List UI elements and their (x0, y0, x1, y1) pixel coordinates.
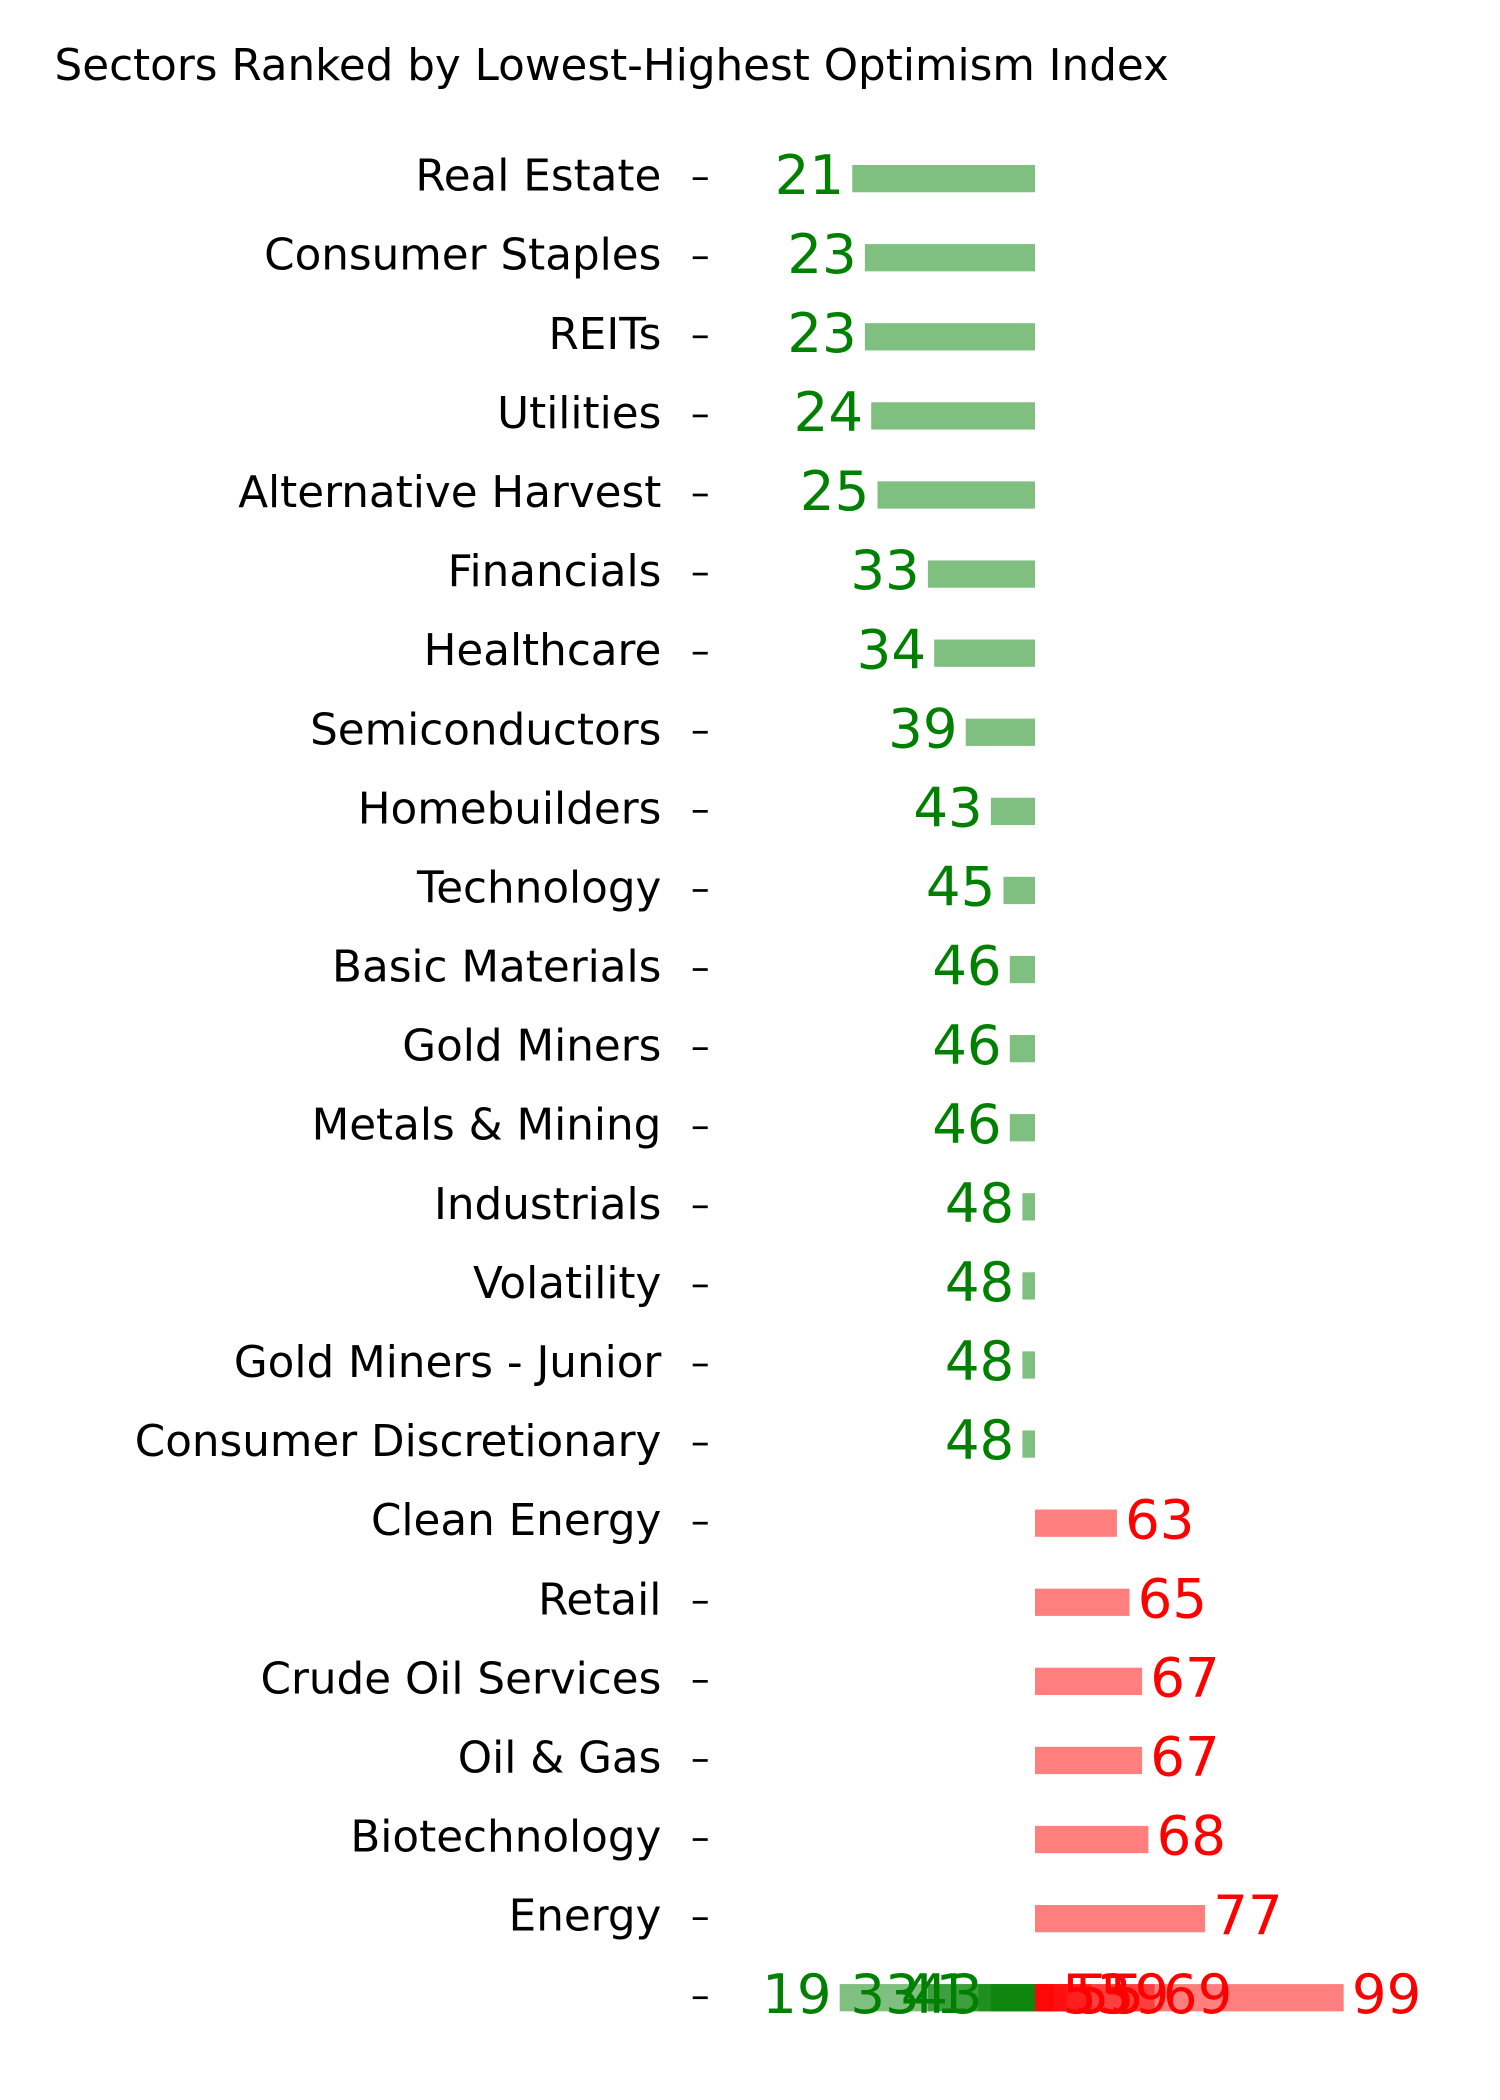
y-tick-label: Gold Miners - Junior (234, 1338, 662, 1388)
bar (990, 797, 1035, 825)
value-label: 46 (932, 934, 1001, 998)
y-tick-label: Metals & Mining (312, 1101, 662, 1151)
y-tick-label: Technology (416, 863, 661, 913)
bar (1035, 1667, 1143, 1695)
value-label: 34 (857, 617, 926, 681)
y-tick-label: Retail (538, 1575, 661, 1625)
value-label: 48 (945, 1408, 1014, 1472)
y-tick-label: Real Estate (415, 152, 661, 202)
bar (1009, 1035, 1035, 1063)
bar (1035, 1984, 1344, 2012)
value-label: 46 (932, 1092, 1001, 1156)
bar (927, 560, 1035, 588)
value-label: 33 (850, 538, 919, 602)
value-label: 68 (1157, 1804, 1226, 1868)
value-label: 48 (945, 1250, 1014, 1314)
value-label: 77 (1213, 1883, 1282, 1947)
y-tick-label: Basic Materials (332, 943, 661, 993)
bar (1022, 1430, 1035, 1458)
bar (1035, 1588, 1130, 1616)
y-tick-label: Semiconductors (310, 705, 661, 755)
y-tick-label: Consumer Staples (264, 231, 661, 281)
bar (1022, 1272, 1035, 1300)
value-label: 43 (913, 1962, 982, 2026)
value-label: 63 (1125, 1487, 1194, 1551)
value-label: 39 (888, 696, 957, 760)
y-tick-label: Clean Energy (371, 1496, 661, 1546)
bar (934, 639, 1035, 667)
y-tick-label: Gold Miners (402, 1022, 661, 1072)
y-tick-label: Alternative Harvest (238, 468, 661, 518)
y-tick-label: REITs (548, 310, 661, 360)
y-tick-label: Financials (448, 547, 662, 597)
bar (1022, 1351, 1035, 1379)
value-label: 41 (901, 1962, 970, 2026)
value-label: 24 (794, 380, 863, 444)
bar (1035, 1509, 1117, 1537)
y-tick-label: Utilities (497, 389, 661, 439)
bar (965, 718, 1035, 746)
bar (864, 244, 1035, 272)
y-tick-label: Volatility (473, 1259, 661, 1309)
chart-title: Sectors Ranked by Lowest-Highest Optimis… (55, 41, 1169, 91)
value-label: 48 (945, 1171, 1014, 1235)
value-label: 67 (1150, 1645, 1219, 1709)
value-label: 33 (850, 1962, 919, 2026)
bar (1035, 1905, 1206, 1933)
bar (877, 481, 1035, 509)
bar (871, 402, 1035, 430)
y-tick-label: Energy (509, 1892, 662, 1942)
y-tick-label: Crude Oil Services (261, 1654, 662, 1704)
bar (1009, 955, 1035, 984)
value-label: 65 (1138, 1566, 1207, 1630)
bar (1035, 1825, 1149, 1854)
bar (1003, 876, 1035, 905)
bar (1022, 1193, 1035, 1221)
value-label: 25 (800, 459, 869, 523)
y-tick-label: Oil & Gas (458, 1733, 662, 1783)
value-label: 67 (1150, 1725, 1219, 1789)
y-tick-label: Biotechnology (350, 1813, 661, 1863)
bar (1009, 1114, 1035, 1142)
value-label: 45 (926, 855, 995, 919)
y-tick-label: Industrials (434, 1180, 661, 1230)
value-label: 48 (945, 1329, 1014, 1393)
bar (1035, 1746, 1143, 1775)
value-label: 23 (787, 301, 856, 365)
value-label: 43 (913, 775, 982, 839)
value-label: 21 (775, 143, 844, 207)
value-label: 23 (787, 222, 856, 286)
y-tick-label: Healthcare (424, 626, 662, 676)
bar (990, 1984, 1035, 2012)
value-label: 99 (1352, 1962, 1421, 2026)
value-label: 46 (932, 1013, 1001, 1077)
y-tick-label: Consumer Discretionary (135, 1417, 662, 1467)
y-tick-label: Homebuilders (358, 784, 662, 834)
bar (864, 323, 1035, 351)
value-label: 19 (762, 1962, 831, 2026)
bar (852, 165, 1035, 193)
